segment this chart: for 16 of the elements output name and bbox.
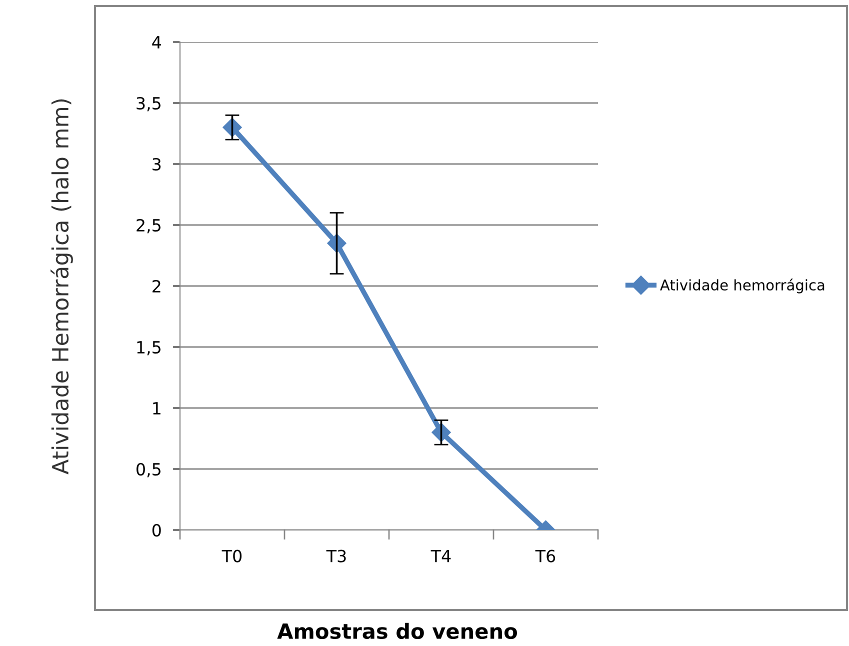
x-tick-label: T6 — [535, 550, 556, 562]
x-tick-label: T0 — [222, 550, 242, 562]
y-tick-label: 2,5 — [136, 218, 160, 234]
x-axis-title: Amostras do veneno — [277, 622, 517, 640]
y-tick-label: 3,5 — [136, 96, 160, 112]
y-tick-label: 2 — [152, 280, 160, 292]
y-tick-label: 4 — [152, 36, 162, 48]
y-tick-label: 1 — [153, 402, 160, 414]
y-tick-label: 3 — [152, 158, 161, 171]
y-tick-label: 0,5 — [136, 462, 160, 478]
x-tick-label: T3 — [326, 550, 346, 562]
x-tick-label: T4 — [430, 550, 451, 562]
y-tick-label: 1,5 — [137, 341, 160, 356]
y-tick-label: 0 — [152, 524, 161, 537]
legend-label: Atividade hemorrágica — [660, 278, 824, 294]
y-axis-title: Atividade Hemorrágica (halo mm) — [50, 99, 73, 474]
